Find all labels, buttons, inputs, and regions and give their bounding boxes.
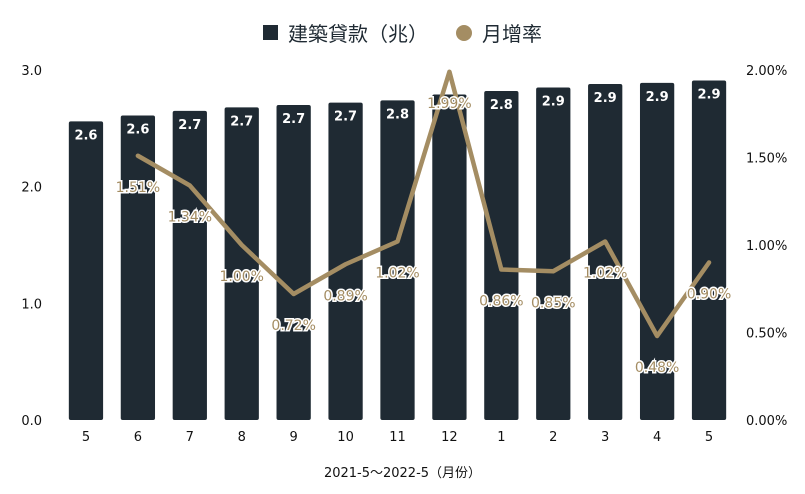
line-value-label: 0.86%	[479, 294, 523, 310]
x-tick-label: 9	[290, 430, 298, 445]
y-right-tick-label: 1.50%	[746, 152, 787, 167]
y-right-tick-label: 1.00%	[746, 239, 787, 254]
y-left-tick-label: 1.0	[21, 297, 42, 312]
legend-label-growth: 月增率	[482, 22, 542, 46]
line-value-label: 1.02%	[375, 266, 419, 282]
x-tick-label: 1	[497, 430, 505, 445]
y-left-tick-label: 3.0	[21, 64, 42, 79]
x-tick-label: 7	[186, 430, 194, 445]
bar-value-label: 2.9	[594, 91, 617, 106]
x-tick-label: 10	[337, 430, 354, 445]
bar	[639, 82, 675, 420]
legend-item-growth: 月增率	[456, 18, 542, 47]
bar-value-label: 2.9	[646, 90, 669, 105]
legend-swatch-dot	[456, 24, 472, 41]
bar-value-label: 2.6	[74, 128, 97, 143]
growth-line	[135, 69, 712, 339]
y-right-tick-label: 0.50%	[746, 327, 787, 342]
legend-item-loans: 建築貸款（兆）	[263, 18, 428, 47]
bar-value-label: 2.7	[230, 114, 253, 129]
bar-value-label: 2.7	[282, 112, 305, 127]
bar-value-label: 2.7	[178, 118, 201, 133]
line-value-label: 1.51%	[116, 180, 160, 196]
x-tick-label: 6	[134, 430, 142, 445]
line-value-label: 0.48%	[635, 360, 679, 376]
x-axis-title: 2021-5～2022-5（月份）	[323, 466, 482, 481]
line-value-label: 0.85%	[531, 295, 575, 311]
line-value-label: 0.72%	[271, 318, 315, 334]
bar	[120, 115, 156, 420]
bar	[691, 80, 727, 420]
line-value-label: 1.99%	[427, 96, 471, 112]
bar-value-label: 2.9	[698, 88, 721, 103]
line-value-label: 0.89%	[323, 288, 367, 304]
y-right-tick-label: 2.00%	[746, 64, 787, 79]
bar	[224, 107, 259, 420]
bar-value-label: 2.7	[334, 110, 357, 125]
bar	[484, 91, 519, 420]
legend-label-loans: 建築貸款（兆）	[288, 22, 428, 46]
bar	[328, 102, 363, 421]
x-tick-label: 5	[705, 430, 713, 445]
bar	[432, 94, 467, 420]
x-tick-label: 5	[82, 430, 90, 445]
y-left-tick-label: 2.0	[21, 181, 42, 196]
legend-swatch-bar	[263, 25, 278, 40]
bar	[172, 110, 207, 420]
x-tick-label: 8	[238, 430, 246, 445]
bar	[588, 84, 623, 420]
line-value-label: 1.00%	[219, 269, 263, 285]
bar	[380, 100, 415, 420]
bar	[536, 87, 571, 420]
bar-value-label: 2.8	[490, 98, 513, 113]
line-value-label: 0.90%	[687, 287, 731, 303]
y-right-tick-label: 0.00%	[746, 414, 787, 429]
bar	[68, 121, 104, 420]
bar	[276, 105, 311, 420]
legend: 建築貸款（兆） 月增率	[0, 18, 805, 47]
x-tick-label: 12	[441, 430, 458, 445]
bar-value-label: 2.8	[386, 107, 409, 122]
x-tick-label: 11	[389, 430, 406, 445]
x-tick-label: 2	[549, 430, 557, 445]
bar-value-label: 2.9	[542, 95, 565, 110]
y-left-tick-label: 0.0	[21, 414, 42, 429]
bar-value-label: 2.6	[126, 123, 149, 138]
x-tick-label: 4	[653, 430, 661, 445]
line-value-label: 1.02%	[583, 266, 627, 282]
x-tick-label: 3	[601, 430, 609, 445]
line-value-label: 1.34%	[168, 210, 212, 226]
